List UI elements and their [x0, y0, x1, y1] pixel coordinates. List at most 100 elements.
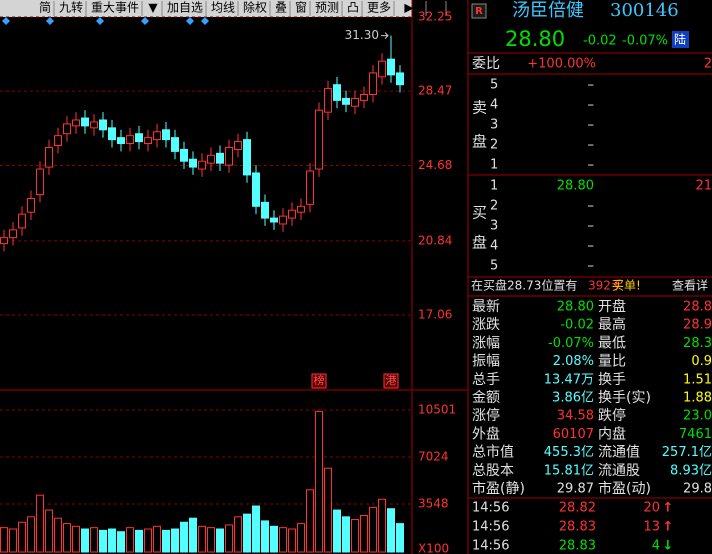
badge-box [471, 3, 487, 19]
panel-text: 3 [490, 118, 498, 133]
panel-text: 买 [472, 204, 487, 222]
annotation-arrow [381, 32, 389, 39]
toolbar-button[interactable]: ▶| [404, 1, 417, 15]
volume-bar [387, 508, 395, 553]
volume-bar [369, 506, 377, 553]
toolbar-button[interactable]: ▼ [148, 1, 158, 15]
panel-text: 28.82 [559, 501, 596, 516]
volume-bar [18, 521, 26, 553]
y-tick-label: 20.84 [418, 233, 452, 247]
panel-text: 总股本 [472, 463, 514, 479]
panel-text: 量比 [598, 354, 626, 370]
candle-body [396, 72, 404, 86]
panel-text: 2 [490, 199, 498, 214]
toolbar-button[interactable]: 凸 [347, 1, 359, 15]
toolbar-button[interactable]: 加自选 [167, 1, 203, 15]
event-diamond [201, 17, 209, 25]
toolbar-button[interactable]: 重大事件 [91, 1, 139, 15]
volume-bar [81, 528, 89, 553]
volume-bar [90, 527, 98, 553]
candle-body [225, 146, 233, 166]
candle-body [351, 97, 359, 107]
toolbar-button[interactable]: 更多 [367, 1, 391, 15]
candle-body [36, 168, 44, 196]
candle-body [324, 88, 332, 113]
panel-text: 0.9 [691, 354, 712, 369]
volume-bar [351, 519, 359, 553]
volume-bar [54, 517, 62, 553]
panel-text: 28.80 [505, 27, 565, 51]
candle-body [27, 197, 35, 213]
panel-text: 7461 [679, 427, 712, 442]
panel-text: 流通值 [598, 445, 640, 461]
volume-bar [9, 528, 17, 553]
panel-text: – [588, 98, 595, 113]
y-tick-label: 7024 [418, 450, 449, 464]
y-tick-label: 10501 [418, 403, 456, 417]
panel-text: – [588, 138, 595, 153]
candle-body [288, 209, 296, 219]
panel-text: – [588, 118, 595, 133]
panel-text: 29.87 [557, 482, 594, 497]
volume-bar [36, 494, 44, 553]
candle-body [369, 72, 377, 95]
candle-body [189, 158, 197, 168]
panel-text: 60107 [553, 427, 594, 442]
panel-text: 1.51 [683, 372, 712, 387]
panel-text: 28.9 [683, 318, 712, 333]
candle-body [297, 205, 305, 213]
panel-text: 14:56 [472, 501, 509, 516]
volume-bar [216, 528, 224, 553]
candle-body [243, 139, 251, 176]
volume-bar [162, 529, 170, 553]
event-diamond [96, 17, 104, 25]
candle-body [90, 121, 98, 129]
toolbar-button[interactable]: 预测 [315, 1, 339, 15]
panel-text: 涨幅 [472, 335, 500, 351]
candle-body [126, 135, 134, 145]
toolbar-button[interactable]: 九转 [59, 0, 83, 15]
panel-text: 28.3 [683, 336, 712, 351]
panel-text: 市盈(静) [472, 480, 525, 497]
toolbar-button[interactable]: ▼ [432, 1, 442, 15]
candle-body [45, 146, 53, 168]
panel-text: 最新 [472, 299, 500, 315]
panel-text: 最低 [598, 335, 626, 351]
volume-bar [225, 524, 233, 553]
candle-body [306, 170, 314, 205]
candle-body [207, 154, 215, 164]
candle-body [387, 58, 395, 76]
panel-text: 查看详 [672, 278, 708, 293]
panel-text: – [588, 158, 595, 173]
volume-bar [126, 527, 134, 553]
volume-bar [189, 517, 197, 553]
candle-body [171, 137, 179, 152]
toolbar-button[interactable]: 窗 [295, 1, 307, 15]
panel-text: 2 [704, 57, 712, 72]
toolbar-button[interactable]: 除权 [243, 0, 267, 15]
volume-bar [0, 527, 8, 553]
candle-body [72, 119, 80, 127]
y-tick-label: 24.68 [418, 158, 452, 172]
toolbar-button[interactable]: 叠 [275, 1, 287, 15]
panel-text: ↓ [663, 539, 674, 554]
panel-text: 涨跌 [472, 317, 500, 333]
toolbar-button[interactable]: 均线 [211, 1, 235, 15]
panel-text: – [588, 219, 595, 234]
volume-bar [198, 525, 206, 553]
toolbar-button[interactable]: 简 [39, 1, 51, 15]
panel-text: 开盘 [598, 298, 626, 315]
candle-body [333, 84, 341, 101]
panel-text: – [588, 239, 595, 254]
panel-text: +100.00% [527, 57, 596, 72]
candle-body [63, 123, 71, 135]
candle-body [54, 135, 62, 146]
volume-bar [234, 516, 242, 553]
panel-text: R [475, 6, 483, 17]
panel-text: 34.58 [557, 409, 594, 424]
candle-body [18, 213, 26, 229]
candle-body [252, 172, 260, 207]
panel-text: 1.88 [683, 391, 712, 406]
candle-body [261, 201, 269, 219]
